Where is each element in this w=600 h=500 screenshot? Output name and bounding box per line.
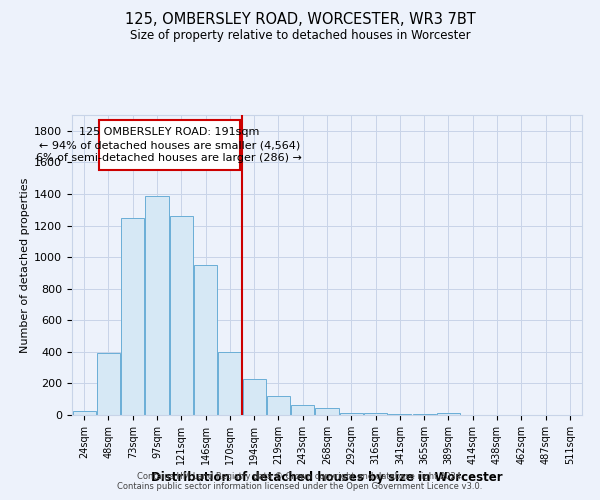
Bar [388,414,412,415]
Bar [170,216,193,415]
Text: 125 OMBERSLEY ROAD: 191sqm: 125 OMBERSLEY ROAD: 191sqm [79,128,259,138]
Text: Size of property relative to detached houses in Worcester: Size of property relative to detached ho… [130,29,470,42]
Text: 125, OMBERSLEY ROAD, WORCESTER, WR3 7BT: 125, OMBERSLEY ROAD, WORCESTER, WR3 7BT [125,12,475,28]
Bar [73,411,95,415]
Bar [218,352,241,415]
Text: ← 94% of detached houses are smaller (4,564): ← 94% of detached houses are smaller (4,… [38,140,300,150]
Bar [267,396,290,415]
Bar [291,404,314,415]
X-axis label: Distribution of detached houses by size in Worcester: Distribution of detached houses by size … [151,471,503,484]
Bar [437,413,460,415]
Bar [121,218,144,415]
Text: 6% of semi-detached houses are larger (286) →: 6% of semi-detached houses are larger (2… [36,152,302,162]
Bar [145,196,169,415]
Bar [364,413,387,415]
FancyBboxPatch shape [99,120,239,170]
Bar [242,378,266,415]
Text: Contains HM Land Registry data © Crown copyright and database right 2024.
Contai: Contains HM Land Registry data © Crown c… [118,472,482,491]
Bar [97,354,120,415]
Bar [316,408,338,415]
Bar [413,414,436,415]
Y-axis label: Number of detached properties: Number of detached properties [20,178,30,352]
Bar [340,412,363,415]
Bar [194,265,217,415]
